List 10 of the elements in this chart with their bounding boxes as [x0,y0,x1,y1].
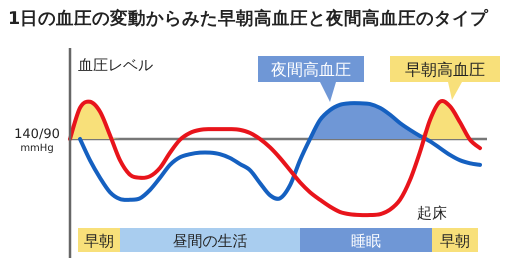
ref-line-label: 140/90 mmHg [14,127,60,154]
text: 早朝 [440,232,470,250]
text: 昼間の生活 [172,232,248,250]
text: 早朝 [84,232,114,250]
text: 睡眠 [351,232,381,250]
text: 夜間高血圧 [271,60,351,79]
annotation: 起床 [417,204,447,222]
y-axis-title: 血圧レベル [78,56,153,74]
chart-title: 1日の血圧の変動からみた早朝高血圧と夜間高血圧のタイプ [8,8,490,29]
text: 早朝高血圧 [405,60,485,79]
